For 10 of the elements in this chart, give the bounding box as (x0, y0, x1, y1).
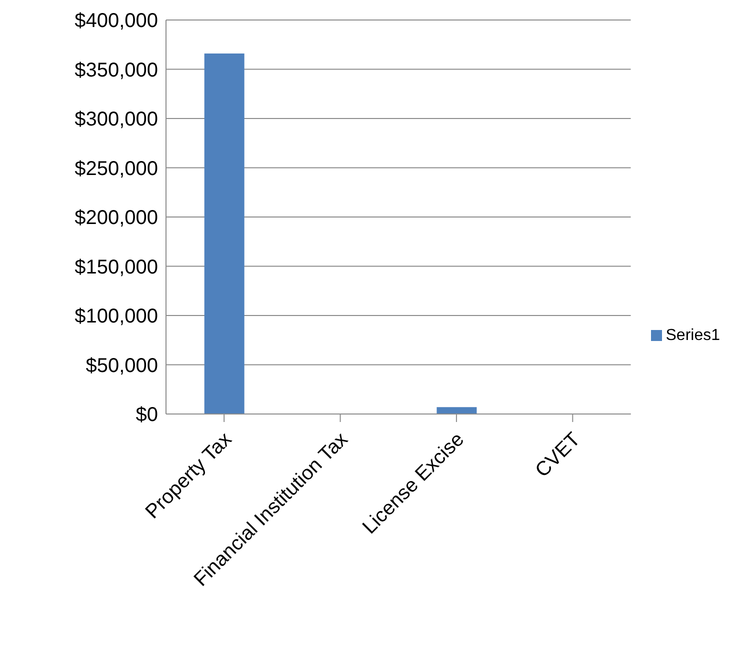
y-tick-label: $300,000 (74, 108, 158, 131)
y-tick-label: $100,000 (74, 306, 158, 328)
y-tick-label: $200,000 (74, 207, 158, 230)
y-tick-label: $0 (136, 404, 158, 426)
y-tick-label: $350,000 (74, 59, 158, 82)
y-tick-label: $150,000 (74, 256, 158, 278)
y-tick-label: $250,000 (74, 158, 158, 180)
legend-label: Series1 (666, 327, 720, 344)
y-tick-label: $50,000 (86, 354, 158, 377)
y-tick-label: $400,000 (74, 10, 158, 32)
